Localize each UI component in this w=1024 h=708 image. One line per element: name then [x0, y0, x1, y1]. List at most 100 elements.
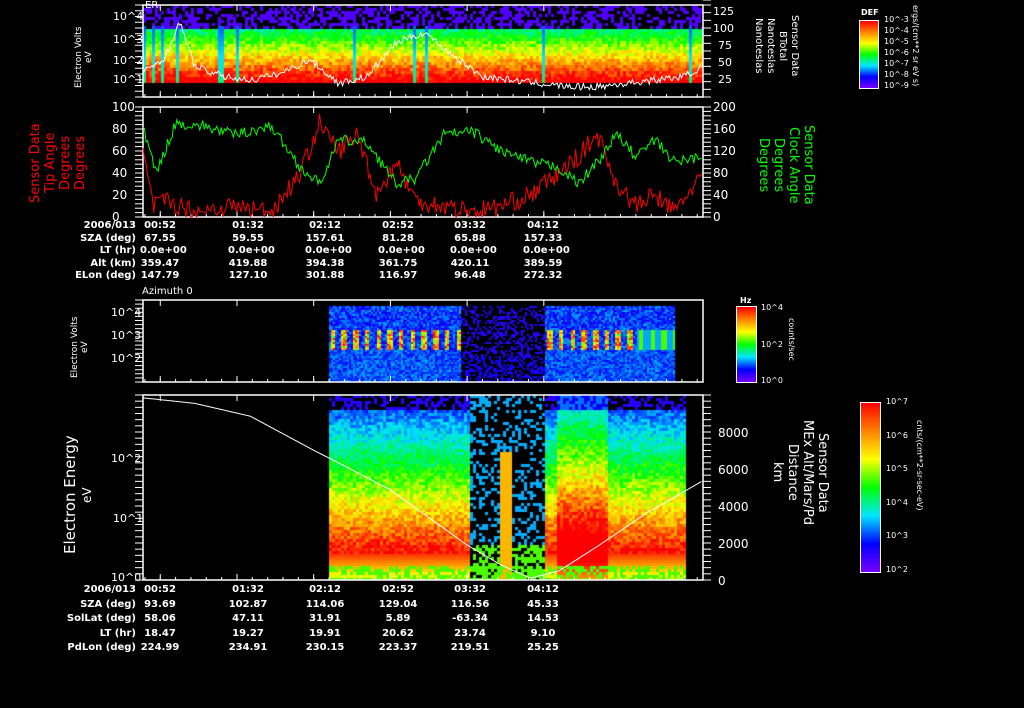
panel1-rtick: 75 — [718, 39, 732, 52]
table-cell: 224.99 — [140, 642, 180, 653]
colorbar1-tick: 10^-3 — [884, 15, 909, 24]
colorbar-def — [859, 20, 879, 89]
table-cell: 359.47 — [140, 257, 180, 269]
panel1-ytick: 10^4 — [113, 10, 144, 23]
panel2-rtick: 0 — [713, 210, 721, 224]
panel2-ltick: 60 — [112, 144, 128, 158]
table-cell: 272.32 — [523, 270, 563, 281]
table-cell: 0.0e+00 — [305, 245, 352, 256]
table-cell: 114.06 — [305, 598, 345, 610]
table-row-label: 2006/013 — [83, 584, 136, 595]
clock-angle-label: Sensor Data Clock Angle Degrees Degrees — [756, 125, 816, 205]
colorbar3-tick: 10^5 — [886, 464, 908, 474]
table-row-label: ELon (deg) — [75, 270, 136, 281]
table-cell: 219.51 — [450, 642, 490, 653]
panel2-rtick: 200 — [713, 100, 736, 114]
table-cell: -63.34 — [452, 613, 488, 624]
colorbar2-title: Hz — [740, 296, 752, 305]
panel2-ltick: 80 — [112, 122, 128, 136]
colorbar1-tick: 10^-8 — [884, 70, 909, 79]
table-cell: 0.0e+00 — [228, 245, 275, 256]
table-cell: 65.88 — [454, 232, 486, 244]
table-cell: 129.04 — [378, 598, 418, 610]
colorbar3-unit: cnts/(cm**2-sr-sec-eV) — [915, 420, 924, 511]
plot-frame — [142, 4, 704, 98]
table-row-label: PdLon (deg) — [67, 642, 136, 653]
table-cell: 420.11 — [450, 257, 490, 269]
panel2-rtick: 160 — [713, 122, 736, 136]
colorbar2-unit: counts/sec — [787, 318, 796, 361]
panel1-right-label: Sensor Data BTotal Nanoteslas Nanoteslas — [753, 15, 800, 77]
azimuth-spectrogram-canvas — [143, 300, 703, 382]
table-cell: 31.91 — [309, 613, 341, 624]
table-cell: 47.11 — [232, 613, 264, 624]
table-cell: 81.28 — [382, 232, 414, 244]
panel4-ytick: 10^2 — [111, 452, 142, 465]
table-cell: 361.75 — [378, 257, 418, 269]
table-cell: 419.88 — [228, 257, 268, 269]
panel4-rtick: 8000 — [718, 426, 749, 440]
table-cell: 00:52 — [144, 584, 176, 595]
panel4-rtick: 6000 — [718, 463, 749, 477]
colorbar3-tick: 10^4 — [886, 497, 908, 507]
table-cell: 301.88 — [305, 270, 345, 281]
table-cell: 230.15 — [305, 642, 345, 653]
panel4-ytick: 10^0 — [111, 571, 142, 584]
table-cell: 0.0e+00 — [450, 245, 497, 256]
panel4-rtick: 4000 — [718, 500, 749, 514]
er-spectrogram-canvas — [143, 5, 703, 97]
table-cell: 01:32 — [232, 584, 264, 595]
table-cell: 223.37 — [378, 642, 418, 653]
table-cell: 19.91 — [309, 627, 341, 639]
panel3-ytick: 10^4 — [111, 306, 142, 319]
table-row-label: LT (hr) — [99, 627, 136, 639]
panel1-ytick: 10^3 — [113, 33, 144, 46]
plot-frame — [142, 299, 704, 383]
panel1-rtick: 125 — [713, 5, 734, 18]
panel4-rtick: 0 — [718, 574, 726, 588]
colorbar1-tick: 10^-5 — [884, 37, 909, 46]
clock-angle-line — [142, 117, 702, 189]
panel2-rtick: 80 — [713, 166, 729, 180]
colorbar3-tick: 10^3 — [886, 531, 908, 541]
colorbar-hz — [736, 306, 757, 383]
table-cell: 0.0e+00 — [523, 245, 570, 256]
table-cell: 20.62 — [382, 627, 414, 639]
panel2-ltick: 40 — [112, 166, 128, 180]
table-cell: 25.25 — [527, 642, 559, 653]
table-cell: 19.27 — [232, 627, 264, 639]
panel2-rtick: 120 — [713, 144, 736, 158]
table-cell: 116.97 — [378, 270, 418, 281]
colorbar1-title: DEF — [861, 8, 879, 17]
panel4-ytick: 10^1 — [113, 512, 144, 525]
table-cell: 157.61 — [305, 232, 345, 244]
table-cell: 01:32 — [232, 220, 264, 231]
table-row-label: SolLat (deg) — [66, 613, 136, 624]
colorbar1-unit: ergs/(cm**2 sr eV s) — [911, 5, 920, 87]
panel1-rtick: 100 — [713, 22, 734, 35]
table-cell: 394.38 — [305, 257, 345, 269]
panel2-ltick: 20 — [112, 188, 128, 202]
table-cell: 127.10 — [228, 270, 268, 281]
panel4-rtick: 2000 — [718, 537, 749, 551]
plot-frame — [142, 394, 704, 581]
panel2-rtick: 40 — [713, 188, 729, 202]
table-cell: 14.53 — [527, 613, 559, 624]
table-cell: 04:12 — [527, 220, 559, 231]
colorbar3-tick: 10^2 — [886, 565, 908, 574]
table-row-label: SZA (deg) — [80, 598, 136, 610]
table-cell: 18.47 — [144, 627, 176, 639]
table-cell: 59.55 — [232, 232, 264, 244]
table-cell: 9.10 — [530, 627, 556, 639]
table-cell: 23.74 — [454, 627, 486, 639]
table-cell: 03:32 — [454, 220, 486, 231]
electron-energy-spectrogram-canvas — [143, 395, 703, 580]
colorbar-counts — [860, 402, 881, 573]
colorbar1-tick: 10^-4 — [884, 26, 909, 35]
panel1-ytick: 10^1 — [113, 73, 144, 86]
table-cell: 93.69 — [144, 598, 176, 610]
table-cell: 234.91 — [228, 642, 268, 653]
table-cell: 116.56 — [450, 598, 490, 610]
table-cell: 00:52 — [144, 220, 176, 231]
table-cell: 0.0e+00 — [378, 245, 425, 256]
